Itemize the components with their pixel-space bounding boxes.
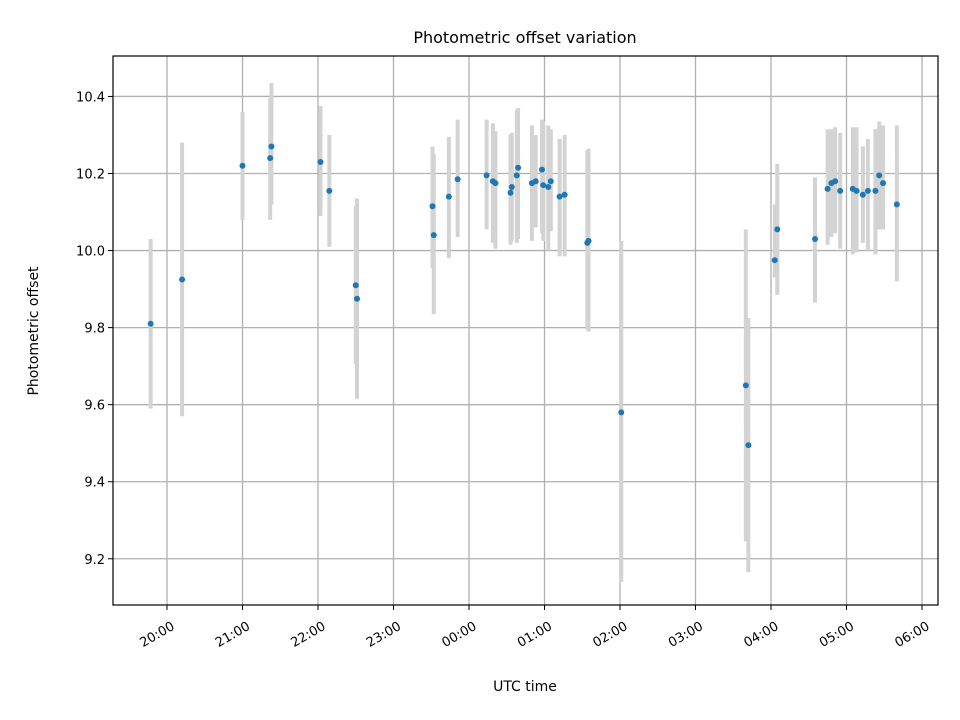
data-point <box>507 189 514 196</box>
y-axis: 9.2 9.4 9.6 9.8 10.0 10.2 10.4 <box>76 90 113 568</box>
y-tick-label: 10.0 <box>76 245 105 260</box>
data-point <box>352 282 359 289</box>
data-point <box>853 187 860 194</box>
data-point <box>561 191 568 198</box>
data-point <box>179 276 186 283</box>
data-point <box>538 166 545 173</box>
data-point <box>268 143 275 150</box>
y-tick-label: 9.4 <box>84 476 105 491</box>
data-point <box>832 178 839 185</box>
y-axis-label: Photometric offset <box>26 266 42 396</box>
data-point <box>859 191 866 198</box>
y-tick-label: 9.2 <box>84 553 105 568</box>
y-tick-label: 9.8 <box>84 322 105 337</box>
data-point <box>515 164 522 171</box>
data-point <box>893 201 900 208</box>
data-point <box>483 172 490 179</box>
data-point <box>239 162 246 169</box>
chart-title: Photometric offset variation <box>413 28 636 47</box>
data-point <box>492 180 499 187</box>
data-point <box>547 178 554 185</box>
data-point <box>508 183 515 190</box>
data-point <box>532 178 539 185</box>
data-point <box>445 193 452 200</box>
data-point <box>774 226 781 233</box>
data-point <box>879 180 886 187</box>
data-point <box>545 183 552 190</box>
data-point <box>267 155 274 162</box>
data-point <box>745 442 752 449</box>
data-point <box>430 232 437 239</box>
data-point <box>540 182 547 189</box>
data-point <box>354 295 361 302</box>
data-point <box>513 172 520 179</box>
data-point <box>147 320 154 327</box>
data-point <box>556 193 563 200</box>
x-axis-label: UTC time <box>493 679 557 695</box>
data-point <box>824 185 831 192</box>
y-tick-label: 10.4 <box>76 90 105 105</box>
data-point <box>585 237 592 244</box>
data-point <box>454 176 461 183</box>
data-point <box>618 409 625 416</box>
data-point <box>872 187 879 194</box>
data-points <box>147 143 900 449</box>
data-point <box>837 187 844 194</box>
data-point <box>742 382 749 389</box>
plot-frame <box>112 55 939 606</box>
y-tick-label: 10.2 <box>76 168 105 183</box>
data-point <box>326 187 333 194</box>
data-point <box>864 187 871 194</box>
data-point <box>771 257 778 264</box>
y-tick-label: 9.6 <box>84 399 105 414</box>
data-point <box>812 236 819 242</box>
data-point <box>876 172 883 179</box>
data-point <box>429 203 436 210</box>
data-point <box>317 158 324 165</box>
